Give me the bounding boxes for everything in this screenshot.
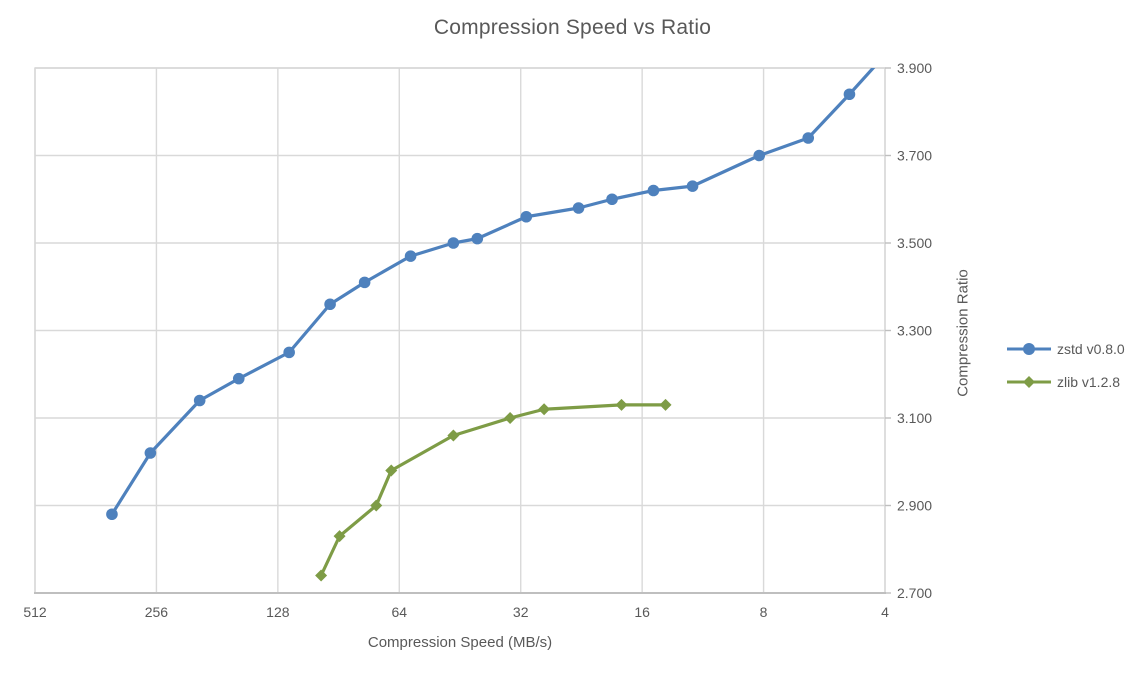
x-tick-label: 512 bbox=[23, 604, 47, 620]
y-tick-label: 3.500 bbox=[897, 235, 932, 251]
data-point-marker bbox=[879, 49, 891, 61]
y-tick-label: 3.300 bbox=[897, 323, 932, 339]
data-point-marker bbox=[358, 276, 371, 289]
data-point-marker bbox=[647, 184, 660, 197]
data-point-marker bbox=[802, 132, 815, 144]
data-point-marker bbox=[144, 447, 157, 459]
data-point-marker bbox=[447, 237, 460, 249]
legend: zstd v0.8.0 zlib v1.2.8 bbox=[1006, 338, 1125, 393]
data-point-marker bbox=[572, 202, 585, 214]
data-point-marker bbox=[324, 298, 336, 311]
legend-label: zstd v0.8.0 bbox=[1057, 341, 1125, 357]
data-point-marker bbox=[404, 250, 417, 262]
x-axis-tick-labels: 512 256 128 64 32 16 8 4 bbox=[23, 604, 889, 620]
data-point-marker bbox=[504, 412, 517, 424]
series-line-zstd bbox=[110, 68, 876, 516]
series-line-zlib bbox=[319, 403, 668, 578]
y-tick-label: 3.700 bbox=[897, 148, 932, 164]
data-point-marker bbox=[370, 499, 383, 512]
data-point-marker bbox=[753, 149, 766, 162]
y-tick-label: 2.700 bbox=[897, 585, 932, 601]
data-series bbox=[106, 49, 891, 582]
data-point-marker bbox=[520, 210, 533, 223]
data-point-marker bbox=[385, 464, 398, 477]
x-tick-label: 128 bbox=[266, 604, 290, 620]
data-point-marker bbox=[686, 180, 699, 192]
legend-label: zlib v1.2.8 bbox=[1057, 374, 1121, 390]
data-point-marker bbox=[106, 508, 118, 521]
legend-marker-diamond-icon bbox=[1007, 376, 1051, 388]
chart-title: Compression Speed vs Ratio bbox=[433, 16, 712, 39]
legend-diamond-marker bbox=[1023, 376, 1035, 388]
y-axis-tick-marks bbox=[885, 67, 891, 594]
x-tick-label: 8 bbox=[760, 604, 768, 620]
x-axis-title: Compression Speed (MB/s) bbox=[367, 634, 553, 651]
y-axis-title: Compression Ratio bbox=[954, 269, 972, 397]
data-point-marker bbox=[615, 398, 628, 411]
y-tick-label: 3.900 bbox=[897, 60, 932, 76]
y-axis-tick-labels: 3.900 3.700 3.500 3.300 3.100 2.900 2.700 bbox=[897, 60, 932, 601]
y-tick-label: 3.100 bbox=[897, 410, 932, 426]
data-point-marker bbox=[659, 398, 672, 411]
data-point-marker bbox=[193, 394, 206, 407]
data-point-marker bbox=[232, 372, 245, 385]
data-point-marker bbox=[606, 193, 618, 206]
horizontal-gridlines bbox=[35, 67, 885, 594]
data-point-marker bbox=[315, 569, 328, 582]
legend-circle-marker bbox=[1023, 343, 1035, 355]
data-point-marker bbox=[471, 232, 484, 245]
x-tick-label: 256 bbox=[145, 604, 169, 620]
x-tick-label: 32 bbox=[513, 604, 529, 620]
data-point-marker bbox=[333, 530, 346, 543]
x-tick-label: 16 bbox=[634, 604, 650, 620]
data-point-marker bbox=[283, 346, 295, 359]
data-point-marker bbox=[538, 403, 551, 416]
y-tick-label: 2.900 bbox=[897, 498, 932, 514]
x-tick-label: 64 bbox=[391, 604, 407, 620]
legend-marker-circle-icon bbox=[1007, 343, 1051, 355]
x-tick-label: 4 bbox=[881, 604, 889, 620]
legend-item-zlib: zlib v1.2.8 bbox=[1006, 371, 1125, 393]
data-point-marker bbox=[447, 429, 460, 442]
legend-item-zstd: zstd v0.8.0 bbox=[1006, 338, 1125, 360]
data-point-marker bbox=[843, 88, 856, 101]
